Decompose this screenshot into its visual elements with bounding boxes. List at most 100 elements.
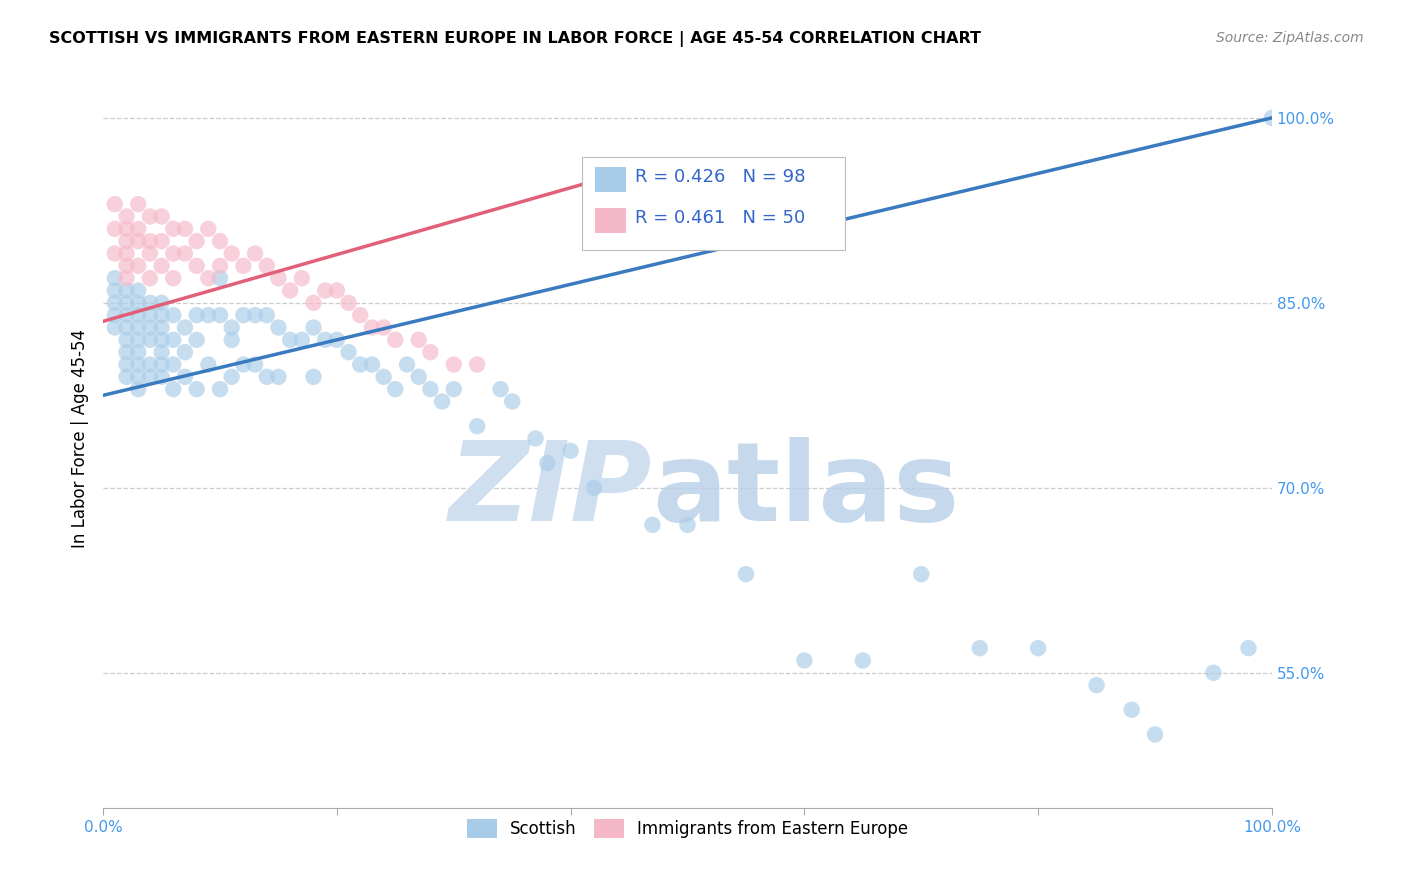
Point [115, 308, 138, 322]
Point [267, 320, 290, 334]
Point [197, 271, 219, 285]
Point [326, 333, 349, 347]
Point [337, 295, 360, 310]
Legend: Scottish, Immigrants from Eastern Europe: Scottish, Immigrants from Eastern Europe [460, 812, 915, 845]
Point [197, 222, 219, 236]
Point [139, 246, 162, 260]
Point [104, 284, 127, 298]
Point [174, 222, 197, 236]
Point [373, 320, 395, 334]
Point [361, 358, 384, 372]
Point [104, 295, 127, 310]
Point [150, 345, 173, 359]
Point [256, 369, 278, 384]
Point [150, 308, 173, 322]
Point [395, 358, 418, 372]
Point [349, 358, 371, 372]
Point [115, 333, 138, 347]
Point [115, 345, 138, 359]
Point [349, 308, 371, 322]
Point [150, 259, 173, 273]
Point [197, 308, 219, 322]
Point [430, 394, 453, 409]
Point [174, 345, 197, 359]
Point [408, 369, 430, 384]
Point [243, 308, 266, 322]
Point [127, 259, 149, 273]
Point [384, 333, 406, 347]
Point [186, 333, 208, 347]
Point [174, 246, 197, 260]
Point [104, 222, 127, 236]
FancyBboxPatch shape [595, 167, 626, 192]
Point [302, 369, 325, 384]
Point [104, 308, 127, 322]
Point [127, 333, 149, 347]
Point [852, 653, 875, 667]
Point [139, 234, 162, 248]
Point [536, 456, 558, 470]
Point [278, 284, 301, 298]
Point [221, 320, 243, 334]
FancyBboxPatch shape [582, 157, 845, 250]
Point [127, 284, 149, 298]
Point [373, 369, 395, 384]
Point [443, 358, 465, 372]
Point [162, 333, 184, 347]
Point [127, 222, 149, 236]
Point [489, 382, 512, 396]
Point [465, 358, 488, 372]
Point [291, 333, 314, 347]
Point [162, 358, 184, 372]
Point [150, 369, 173, 384]
Point [969, 641, 991, 656]
Point [267, 271, 290, 285]
Point [419, 382, 441, 396]
Point [302, 295, 325, 310]
Point [337, 345, 360, 359]
Point [127, 320, 149, 334]
Point [139, 358, 162, 372]
Point [150, 333, 173, 347]
Point [256, 259, 278, 273]
Text: atlas: atlas [652, 437, 960, 544]
Point [162, 271, 184, 285]
Point [232, 358, 254, 372]
Point [139, 210, 162, 224]
Point [1202, 665, 1225, 680]
Point [641, 517, 664, 532]
Point [443, 382, 465, 396]
Point [115, 358, 138, 372]
Point [1261, 111, 1284, 125]
Point [139, 320, 162, 334]
Point [910, 567, 932, 582]
Point [1121, 703, 1143, 717]
Point [115, 234, 138, 248]
Point [139, 271, 162, 285]
Point [256, 308, 278, 322]
Point [524, 432, 547, 446]
Point [139, 308, 162, 322]
Point [1026, 641, 1049, 656]
Point [162, 246, 184, 260]
Point [127, 369, 149, 384]
Point [115, 246, 138, 260]
Point [501, 394, 523, 409]
Point [278, 333, 301, 347]
Text: R = 0.461   N = 50: R = 0.461 N = 50 [636, 209, 806, 227]
Y-axis label: In Labor Force | Age 45-54: In Labor Force | Age 45-54 [72, 329, 89, 548]
Point [560, 443, 582, 458]
Point [162, 308, 184, 322]
Point [127, 234, 149, 248]
Point [115, 271, 138, 285]
Point [104, 197, 127, 211]
Point [384, 382, 406, 396]
Text: SCOTTISH VS IMMIGRANTS FROM EASTERN EUROPE IN LABOR FORCE | AGE 45-54 CORRELATIO: SCOTTISH VS IMMIGRANTS FROM EASTERN EURO… [49, 31, 981, 47]
Point [127, 345, 149, 359]
Point [243, 246, 266, 260]
Point [104, 271, 127, 285]
Point [221, 246, 243, 260]
Point [115, 320, 138, 334]
Point [197, 358, 219, 372]
Point [115, 259, 138, 273]
